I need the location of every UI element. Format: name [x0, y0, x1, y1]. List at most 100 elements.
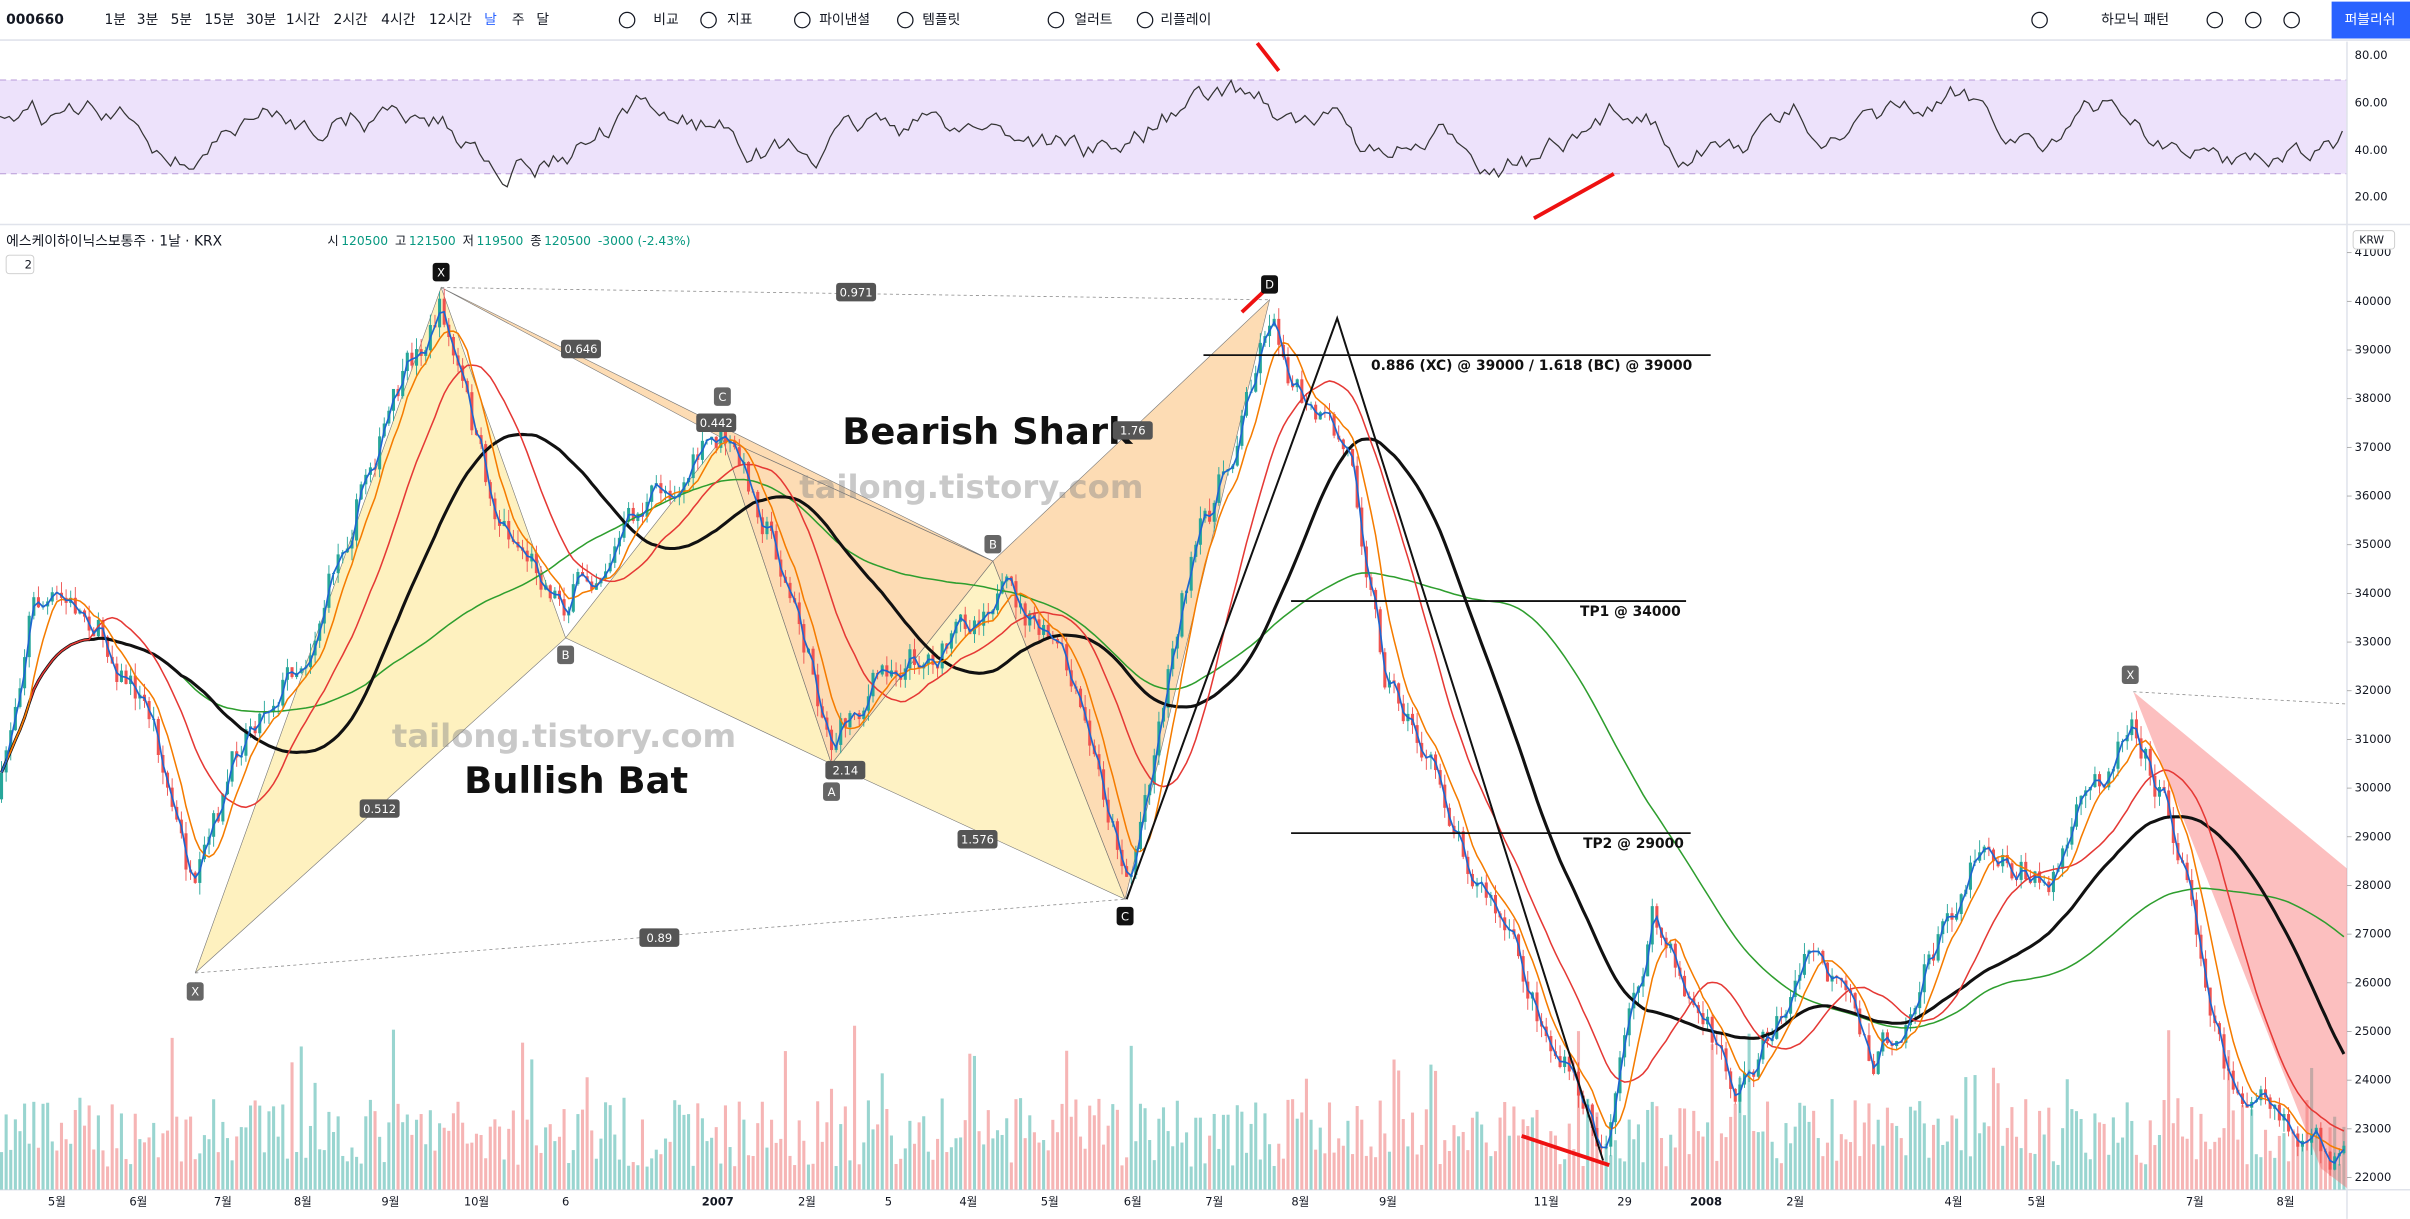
publish-label[interactable]: 퍼블리쉬 — [2345, 12, 2396, 28]
volume-bar — [2051, 1161, 2055, 1190]
interval-button[interactable]: 4시간 — [381, 12, 416, 28]
toolbar-icon[interactable] — [1047, 11, 1065, 29]
candle-body — [0, 772, 4, 800]
volume-bar — [1240, 1111, 1244, 1190]
volume-bar — [1078, 1136, 1083, 1190]
volume-bar — [101, 1150, 105, 1190]
toolbar-icon[interactable] — [794, 11, 811, 29]
interval-button[interactable]: 1분 — [105, 12, 127, 28]
volume-bar — [1208, 1135, 1212, 1190]
interval-button[interactable]: 3분 — [137, 12, 159, 28]
volume-bar — [189, 1116, 193, 1190]
volume-bar — [1374, 1157, 1378, 1190]
volume-bar — [1069, 1116, 1073, 1190]
volume-bar — [2056, 1164, 2060, 1190]
toolbar-icon[interactable] — [2031, 11, 2048, 29]
volume-bar — [106, 1166, 110, 1190]
volume-bar — [848, 1160, 852, 1190]
interval-button[interactable]: 1시간 — [286, 12, 321, 28]
period-button[interactable]: 달 — [536, 12, 549, 28]
volume-bar — [1051, 1119, 1055, 1190]
volume-bar — [2001, 1145, 2005, 1190]
toolbar-button[interactable]: 얼러트 — [1074, 12, 1112, 28]
volume-bar — [521, 1042, 525, 1190]
currency[interactable]: KRW — [2359, 234, 2384, 247]
volume-bar — [1000, 1134, 1004, 1190]
period-button[interactable]: 주 — [512, 12, 525, 28]
volume-bar — [1766, 1101, 1770, 1190]
volume-bar — [216, 1152, 220, 1190]
price-tick-label: 35000 — [2355, 537, 2392, 551]
period-button[interactable]: 날 — [484, 12, 497, 28]
interval-button[interactable]: 5분 — [171, 12, 193, 28]
toolbar-button[interactable]: 템플릿 — [922, 12, 960, 28]
volume-bar — [876, 1124, 880, 1190]
volume-bar — [248, 1105, 253, 1190]
symbol[interactable]: 000660 — [6, 12, 64, 28]
interval-button[interactable]: 30분 — [246, 12, 276, 28]
volume-bar — [428, 1110, 432, 1190]
rsi-tick-label: 60.00 — [2355, 96, 2388, 110]
interval-button[interactable]: 2시간 — [334, 12, 369, 28]
volume-bar — [1530, 1117, 1534, 1190]
volume-bar — [129, 1164, 133, 1190]
price-tick-label: 22000 — [2355, 1170, 2392, 1184]
currency-box[interactable] — [2352, 230, 2396, 250]
volume-bar — [1595, 1112, 1599, 1190]
toolbar-button[interactable]: 지표 — [727, 12, 753, 28]
toolbar-icon[interactable] — [700, 11, 717, 29]
volume-bar — [2024, 1099, 2028, 1190]
volume-bar — [1618, 1158, 1622, 1190]
volume-bar — [387, 1122, 391, 1190]
volume-bar — [2079, 1118, 2083, 1190]
interval-button[interactable]: 12시간 — [429, 12, 472, 28]
point-label: X — [191, 985, 199, 999]
volume-bar — [723, 1105, 727, 1190]
volume-bar — [272, 1106, 276, 1190]
volume-bar — [516, 1164, 520, 1190]
toolbar-icon[interactable] — [2206, 11, 2224, 29]
interval-button[interactable]: 15분 — [204, 12, 234, 28]
volume-bar — [1065, 1050, 1069, 1190]
volume-bar — [59, 1122, 64, 1190]
volume-bar — [802, 1140, 806, 1190]
volume-bar — [165, 1130, 170, 1190]
volume-bar — [1498, 1117, 1502, 1190]
toolbar-button[interactable]: 비교 — [653, 12, 678, 28]
volume-bar — [1019, 1098, 1023, 1190]
volume-bar — [1623, 1161, 1627, 1190]
collapse-count[interactable]: 2 — [25, 258, 32, 272]
ratio-label: 0.442 — [700, 416, 733, 430]
publish-button[interactable] — [2331, 1, 2410, 39]
volume-bar — [355, 1156, 359, 1190]
toolbar-button[interactable]: 파이낸셜 — [819, 12, 870, 28]
toolbar-icon[interactable] — [2283, 11, 2300, 29]
volume-bar — [2263, 1129, 2268, 1190]
toolbar-icon[interactable] — [618, 11, 636, 29]
volume-bar — [811, 1163, 815, 1190]
toolbar-button[interactable]: 리플레이 — [1160, 12, 1211, 28]
volume-bar — [954, 1138, 958, 1190]
toolbar-icon[interactable] — [1136, 11, 1154, 29]
volume-bar — [839, 1124, 843, 1190]
toolbar-icon[interactable] — [2244, 11, 2262, 29]
pattern-title: Bearish Shark — [842, 410, 1134, 453]
volume-bar — [2107, 1154, 2111, 1190]
volume-bar — [1475, 1111, 1479, 1190]
toolbar-icon[interactable] — [896, 11, 914, 29]
pattern-menu[interactable]: 하모닉 패턴 — [2101, 12, 2169, 28]
volume-bar — [336, 1116, 340, 1190]
volume-bar — [1489, 1156, 1493, 1190]
ratio-box — [639, 928, 680, 947]
volume-bar — [2144, 1164, 2148, 1190]
volume-bar — [1120, 1165, 1124, 1190]
volume-bar — [2250, 1109, 2254, 1190]
collapse-box[interactable] — [5, 254, 35, 275]
volume-bar — [87, 1105, 91, 1190]
volume-bar — [304, 1157, 308, 1190]
volume-bar — [1221, 1114, 1225, 1190]
volume-bar — [908, 1120, 912, 1190]
volume-bar — [451, 1113, 455, 1190]
volume-bar — [207, 1139, 211, 1190]
rsi-line — [0, 79, 2343, 188]
